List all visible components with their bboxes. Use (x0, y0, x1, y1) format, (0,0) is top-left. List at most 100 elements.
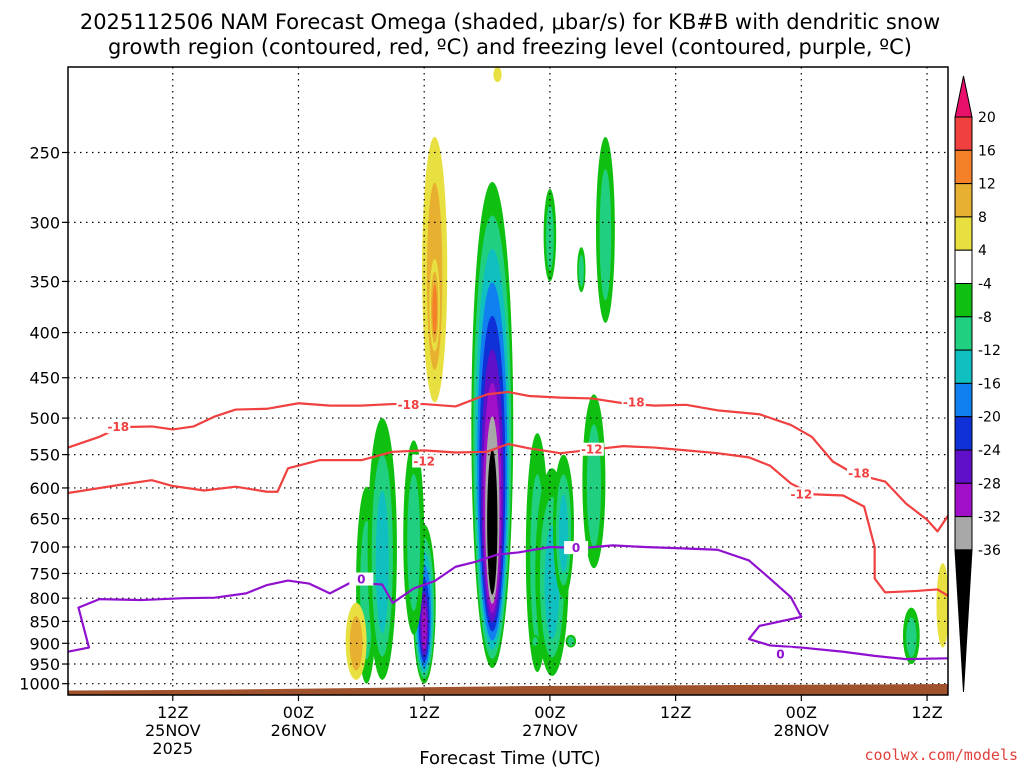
isotherm-label-bg--12-2 (789, 487, 814, 501)
isotherm-label--12-0: -12 (413, 455, 435, 469)
x-tick-label-30: 12Z (409, 703, 440, 722)
y-tick-label-950: 950 (29, 655, 60, 674)
omega-neg-cell-11-level-1 (906, 617, 917, 658)
isotherm-label-bg--12-1 (579, 442, 604, 456)
colorbar-label-4: 4 (978, 243, 987, 259)
isotherm-line--12 (68, 442, 948, 597)
colorbar-label-3: 8 (978, 210, 987, 226)
isotherm-label-bg-0-2 (768, 647, 793, 661)
omega-pos-cell-3-level-0 (493, 67, 502, 83)
y-tick-label-400: 400 (29, 324, 60, 343)
colorbar-label-5: -4 (978, 277, 992, 293)
omega-neg-cell-13-level-1 (407, 473, 421, 611)
isotherm-label--12-1: -12 (581, 443, 603, 457)
isotherm-label--18-0: -18 (107, 420, 129, 434)
x-tick-date-66: 28NOV (774, 721, 830, 740)
y-tick-label-600: 600 (29, 479, 60, 498)
colorbar-label-13: -36 (978, 543, 1001, 559)
isotherm-label-bg--18-3 (846, 466, 871, 480)
x-tick-label-18: 00Z (283, 703, 314, 722)
colorbar-label-9: -20 (978, 410, 1001, 426)
plot-frame (67, 66, 949, 696)
x-tick-date-42: 27NOV (522, 721, 578, 740)
colorbar-band-8 (954, 349, 973, 384)
y-tick-label-450: 450 (29, 369, 60, 388)
omega-neg-cell-6-level-2 (558, 494, 569, 573)
y-tick-label-650: 650 (29, 510, 60, 529)
colorbar-bottom-arrow (954, 549, 973, 693)
omega-neg-cell-2-level-6 (421, 605, 427, 651)
colorbar-band-3 (954, 183, 973, 218)
omega-neg-cell-14-level-1 (532, 636, 538, 646)
omega-neg-cell-9-level-1 (599, 168, 612, 301)
y-tick-label-300: 300 (29, 213, 60, 232)
ground-area (68, 684, 948, 695)
omega-pos-cell-4-level-0 (936, 563, 948, 648)
omega-neg-cell-10-level-1 (578, 254, 584, 287)
isotherm-line--18 (68, 390, 948, 533)
colorbar-band-4 (954, 216, 973, 251)
colorbar-label-1: 16 (978, 143, 996, 159)
isotherm-label--18-1: -18 (398, 398, 420, 412)
colorbar-label-2: 12 (978, 177, 996, 193)
chart-title-line1: 2025112506 NAM Forecast Omega (shaded, μ… (80, 10, 940, 34)
isotherm-label-0-1: 0 (572, 541, 580, 555)
isotherm-label--18-2: -18 (623, 395, 645, 409)
y-tick-label-900: 900 (29, 634, 60, 653)
x-tick-label-66: 00Z (786, 703, 817, 722)
y-tick-label-1000: 1000 (19, 675, 60, 694)
colorbar-band-5 (954, 249, 973, 284)
colorbar-band-1 (954, 116, 973, 151)
omega-neg-cell-8-level-1 (546, 204, 554, 271)
colorbar-band-13 (954, 516, 973, 551)
x-tick-year-6: 2025 (152, 739, 193, 758)
isotherm-label--18-3: -18 (848, 467, 870, 481)
colorbar: 20 16 12 8 4 -4 -8 -12 -16 -20 -24 -28 -32 -36 (954, 75, 1001, 693)
isotherm-label-0-2: 0 (776, 648, 784, 662)
colorbar-band-6 (954, 283, 973, 318)
y-tick-label-700: 700 (29, 538, 60, 557)
isotherm-label-bg--18-2 (621, 395, 646, 409)
isotherm-label-bg--18-0 (106, 420, 131, 434)
chart-title-line2: growth region (contoured, red, ºC) and f… (108, 35, 912, 59)
y-tick-label-850: 850 (29, 612, 60, 631)
gridlines (68, 67, 948, 695)
x-tick-label-42: 00Z (534, 703, 565, 722)
colorbar-label-7: -12 (978, 343, 1001, 359)
isotherm-label-bg--18-1 (396, 397, 421, 411)
x-tick-label-6: 12Z (157, 703, 188, 722)
colorbar-band-11 (954, 449, 973, 484)
omega-neg-cell-3-level-9 (489, 483, 496, 586)
colorbar-band-10 (954, 416, 973, 451)
x-tick-label-54: 12Z (660, 703, 691, 722)
x-tick-date-18: 26NOV (271, 721, 327, 740)
y-tick-label-550: 550 (29, 446, 60, 465)
colorbar-label-12: -32 (978, 510, 1001, 526)
x-axis-label: Forecast Time (UTC) (419, 748, 600, 768)
isotherm-label-bg-0-0 (349, 572, 374, 586)
y-axis: 250 300 350 400 450 500 550 600 650 700 750 800 850 9… (19, 143, 68, 694)
colorbar-band-12 (954, 482, 973, 518)
omega-neg-cell-12-level-1 (567, 636, 575, 646)
colorbar-band-7 (954, 316, 973, 351)
isotherm-contours: -18 -18 -18 -18 -12 -12 -12 0 0 0 (68, 390, 948, 662)
colorbar-band-9 (954, 382, 973, 418)
y-tick-label-800: 800 (29, 589, 60, 608)
omega-neg-cell-1-level-2 (375, 490, 389, 634)
y-tick-label-500: 500 (29, 409, 60, 428)
isotherm-label-bg-0-1 (564, 541, 589, 555)
colorbar-label-10: -24 (978, 443, 1001, 459)
y-tick-label-250: 250 (29, 143, 60, 162)
x-tick-label-78: 12Z (911, 703, 942, 722)
colorbar-label-0: 20 (978, 110, 996, 126)
ground-fill (68, 684, 948, 695)
colorbar-label-6: -8 (978, 310, 992, 326)
colorbar-band-2 (954, 149, 973, 185)
colorbar-label-8: -16 (978, 376, 1001, 392)
isotherm-label-bg--12-0 (412, 454, 437, 468)
isotherm-line-0 (68, 544, 948, 661)
colorbar-top-arrow (954, 75, 973, 118)
isotherm-label--12-2: -12 (790, 487, 812, 501)
